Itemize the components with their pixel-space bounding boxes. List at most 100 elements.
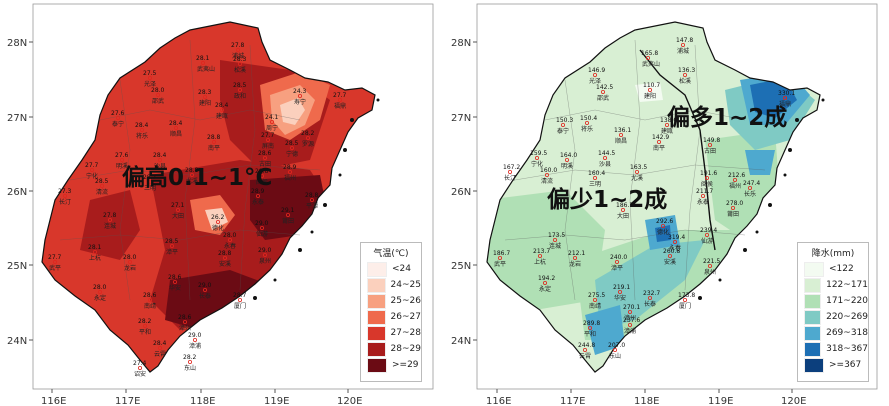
precipitation-station-value: 219.1	[613, 284, 630, 291]
temperature-station-value: 28.5	[233, 82, 247, 89]
precipitation-station-marker	[617, 289, 622, 294]
temperature-station: 27.1 大田	[171, 202, 185, 220]
temperature-station-name: 连城	[104, 222, 116, 230]
lon-label-119e: 119E	[264, 396, 289, 406]
temperature-station: 28.4 建瓯	[215, 102, 229, 120]
precipitation-station: 237.6 漳浦	[623, 317, 640, 335]
precipitation-station: 221.5 泉州	[703, 258, 720, 276]
temperature-station-value: 28.8	[255, 168, 269, 175]
temperature-station: 28.4 将乐	[135, 122, 149, 140]
temperature-station-marker	[259, 225, 264, 230]
temperature-station-name: 寿宁	[294, 98, 306, 106]
temperature-station-value: 29.0	[188, 332, 202, 339]
temperature-station-name: 大田	[172, 212, 184, 220]
temperature-station: 27.8 连城	[103, 212, 117, 230]
precipitation-station: 186.7 大田	[616, 202, 633, 220]
temperature-station-marker	[172, 279, 177, 284]
temperature-station-value: 29.0	[198, 282, 212, 289]
temperature-station: 28.0 龙岩	[123, 254, 137, 272]
temperature-station-marker	[169, 243, 174, 248]
precipitation-station-marker	[700, 193, 705, 198]
precipitation-station: 270.1 漳州	[623, 304, 640, 322]
precipitation-station-value: 232.7	[643, 290, 660, 297]
temperature-station-name: 泉州	[259, 257, 271, 265]
precipitation-station-marker	[707, 263, 712, 268]
temperature-legend-swatch	[367, 341, 386, 357]
temperature-station-marker	[116, 116, 121, 121]
precipitation-station: 164.0 明溪	[560, 152, 577, 170]
precipitation-station-name: 永泰	[697, 198, 709, 206]
temperature-station-name: 厦门	[234, 302, 246, 310]
temperature-legend: 气温(℃) <24 24~25 25~26 26~27 27~28 28~29 >=29	[360, 242, 422, 382]
temperature-station-name: 三明	[144, 185, 156, 192]
precipitation-station-name: 永春	[669, 244, 681, 252]
lat-label-26n: 26N	[451, 187, 471, 198]
precipitation-map: 28N 27N 26N 25N 24N 116E 117E 118E 119E …	[451, 3, 878, 406]
precipitation-station-marker	[614, 259, 619, 264]
temperature-station-marker	[192, 337, 197, 342]
precipitation-station-value: 159.5	[530, 150, 547, 157]
temperature-station-value: 27.7	[333, 92, 347, 99]
precipitation-station-name: 三明	[589, 181, 601, 188]
precipitation-station: 144.5 沙县	[598, 150, 615, 168]
temperature-station-marker	[269, 120, 274, 125]
precipitation-legend-label: 318~367	[826, 344, 868, 354]
precipitation-station-marker	[647, 88, 652, 93]
temperature-station: 28.4 云霄	[153, 340, 167, 358]
temperature-station-value: 28.1	[88, 244, 102, 251]
temperature-legend-row: <24	[361, 261, 421, 277]
temperature-station-marker	[90, 167, 95, 172]
precipitation-station-name: 平和	[584, 330, 596, 338]
temperature-station-value: 28.1	[196, 55, 210, 62]
precipitation-station: 142.5 邵武	[596, 84, 613, 102]
precipitation-station-marker	[565, 157, 570, 162]
temperature-station-value: 28.9	[283, 164, 297, 171]
temperature-station-name: 周宁	[266, 124, 278, 132]
temperature-station: 28.2 平和	[138, 318, 152, 336]
precipitation-station-marker	[732, 177, 737, 182]
precipitation-station: 167.2 长汀	[503, 164, 520, 182]
temperature-station-name: 尤溪	[186, 177, 198, 185]
temperature-station-marker	[202, 287, 207, 292]
temperature-station: 27.6 泰宁	[111, 110, 125, 128]
temperature-station-name: 仙游	[256, 230, 268, 238]
temperature-station-name: 长泰	[199, 292, 211, 300]
precipitation-station-name: 福州	[729, 182, 741, 190]
precipitation-station-name: 古田	[704, 147, 716, 155]
temperature-station-marker	[227, 237, 232, 242]
precipitation-station-name: 华安	[614, 294, 626, 302]
precipitation-station-value: 136.3	[678, 67, 695, 74]
precipitation-station: 278.0 莆田	[726, 200, 743, 218]
precipitation-station-value: 142.5	[596, 84, 613, 91]
temperature-station-marker	[53, 259, 58, 264]
map-frame	[32, 3, 434, 390]
precipitation-station-marker	[584, 121, 589, 126]
temperature-station-value: 28.2	[183, 354, 197, 361]
precipitation-legend-row: 318~367	[798, 341, 868, 357]
lon-label-116e: 116E	[41, 396, 66, 406]
temperature-station: 28.8 尤溪	[185, 167, 199, 185]
temperature-station: 29.0 泉州	[258, 247, 272, 265]
precipitation-station-value: 186.7	[493, 250, 510, 257]
temperature-station: 29.0 漳浦	[188, 332, 202, 350]
precipitation-station-marker	[618, 132, 623, 137]
precipitation-station-name: 建阳	[644, 92, 656, 100]
temperature-station-value: 28.6	[178, 314, 192, 321]
precipitation-station-name: 南平	[653, 144, 665, 152]
temperature-station-value: 28.7	[233, 292, 247, 299]
temperature-station-marker	[157, 345, 162, 350]
temperature-station-name: 永定	[94, 294, 106, 302]
temperature-station: 27.7 宁化	[85, 162, 99, 180]
precipitation-station-marker	[682, 297, 687, 302]
temperature-station-name: 建阳	[199, 99, 211, 107]
temperature-station-name: 南靖	[144, 302, 156, 310]
temperature-legend-label: >=29	[392, 360, 419, 370]
temperature-station: 28.8 闽侯	[255, 168, 269, 186]
precipitation-station-value: 167.2	[503, 164, 520, 171]
precipitation-station-marker	[592, 175, 597, 180]
precipitation-station-value: 213.7	[533, 248, 550, 255]
precipitation-station-name: 德化	[657, 228, 669, 236]
temperature-station: 29.0 长泰	[198, 282, 212, 300]
lon-label-117e: 117E	[560, 396, 585, 406]
precipitation-legend-label: 171~220	[826, 296, 868, 306]
